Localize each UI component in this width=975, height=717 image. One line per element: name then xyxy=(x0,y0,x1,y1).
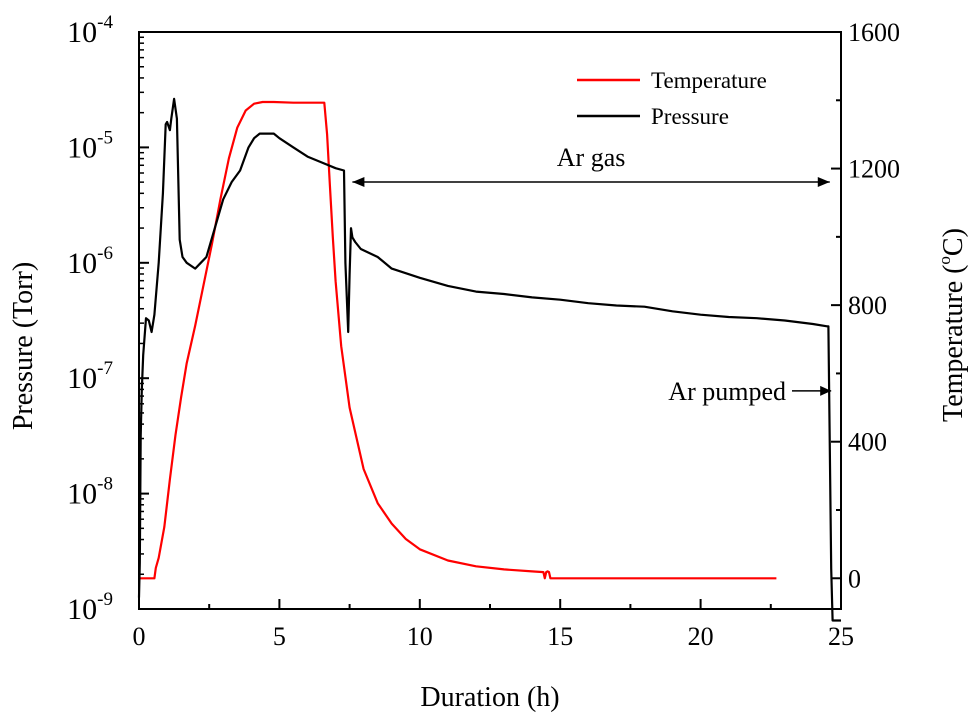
legend: Temperature Pressure xyxy=(577,68,767,129)
plot-area xyxy=(137,97,841,622)
y-left-tick-exponent: -9 xyxy=(97,589,113,610)
plot-frame xyxy=(138,31,842,610)
y-left-tick-exponent: -5 xyxy=(97,127,113,148)
y-left-tick-label: 10-8 xyxy=(67,474,113,511)
y-right-tick-label: 0 xyxy=(848,564,861,593)
ar-pumped-arrowhead xyxy=(820,385,832,396)
x-tick-label: 10 xyxy=(407,622,433,651)
annotations: Ar gas Ar pumped xyxy=(352,143,832,406)
y-left-tick-label: 10-9 xyxy=(67,589,113,626)
y-right-tick-label: 1600 xyxy=(848,18,900,47)
y-axis-right-label: Temperature (oC) xyxy=(935,228,969,422)
y-right-tick-label: 400 xyxy=(848,428,887,457)
y-left-tick-base: 10 xyxy=(67,478,97,511)
y-left-tick-label: 10-4 xyxy=(67,12,113,49)
y-axis-right: 0 400 800 1200 1600 xyxy=(831,18,900,593)
y-left-tick-base: 10 xyxy=(67,131,97,164)
y-left-tick-exponent: -7 xyxy=(97,358,113,379)
ar-gas-label: Ar gas xyxy=(557,143,626,172)
y-left-tick-label: 10-6 xyxy=(67,243,113,280)
y-left-tick-exponent: -6 xyxy=(97,243,113,264)
x-axis-label: Duration (h) xyxy=(420,682,559,713)
y-left-tick-base: 10 xyxy=(67,362,97,395)
y-left-tick-base: 10 xyxy=(67,16,97,49)
y-right-tick-label: 800 xyxy=(848,291,887,320)
ar-pumped-label: Ar pumped xyxy=(668,377,786,406)
legend-label-temperature: Temperature xyxy=(651,68,767,93)
y-left-tick-exponent: -8 xyxy=(97,474,113,495)
y-axis-left-label: Pressure (Torr) xyxy=(8,262,39,430)
x-tick-label: 20 xyxy=(688,622,714,651)
x-tick-label: 15 xyxy=(547,622,573,651)
series-line-pressure xyxy=(137,97,841,622)
x-axis: 0 5 10 15 20 25 xyxy=(133,599,854,651)
series-line-temperature xyxy=(139,100,777,580)
y-left-tick-base: 10 xyxy=(67,247,97,280)
x-tick-label: 5 xyxy=(273,622,286,651)
y-axis-left: 10-910-810-710-610-510-4 xyxy=(67,12,149,626)
y-left-tick-label: 10-7 xyxy=(67,358,113,395)
y-right-tick-label: 1200 xyxy=(848,155,900,184)
x-tick-label: 25 xyxy=(828,622,854,651)
y-left-tick-exponent: -4 xyxy=(97,12,113,33)
y-left-tick-label: 10-5 xyxy=(67,127,113,164)
legend-label-pressure: Pressure xyxy=(651,104,729,129)
y-left-tick-base: 10 xyxy=(67,593,97,626)
ar-gas-arrowhead-left xyxy=(352,177,365,188)
x-tick-label: 0 xyxy=(133,622,146,651)
ar-gas-arrowhead-right xyxy=(817,177,830,188)
